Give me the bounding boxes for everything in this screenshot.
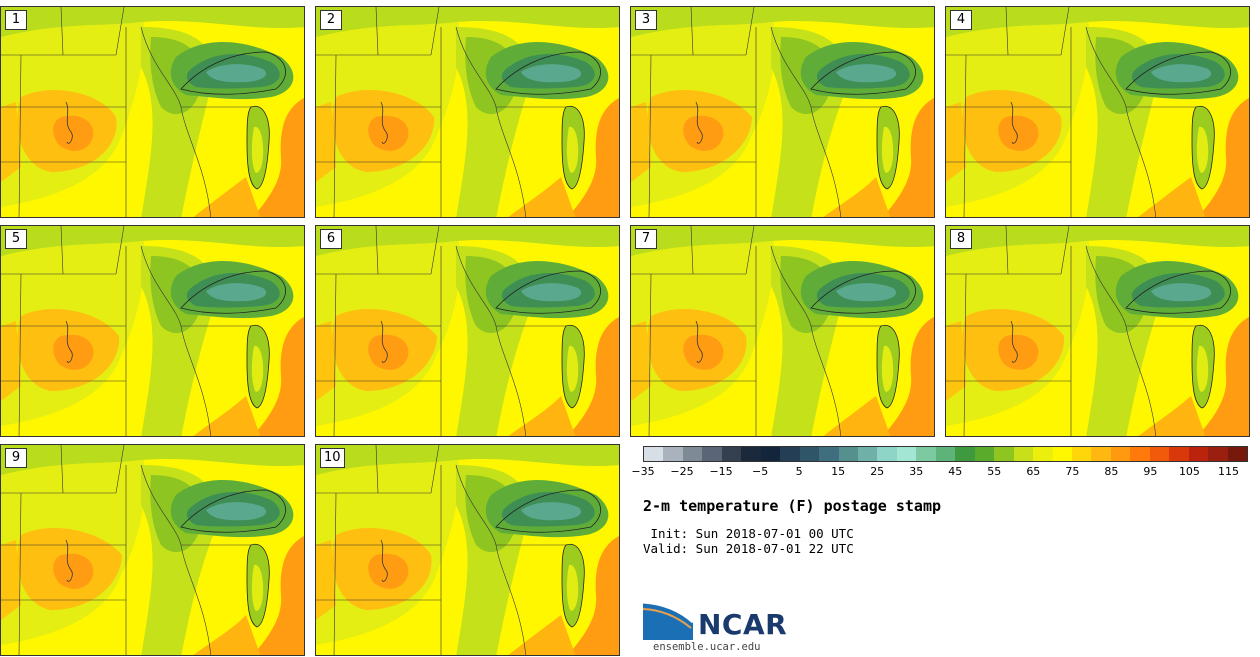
- colorbar-tick-label: −5: [751, 465, 769, 478]
- colorbar-swatch: [896, 447, 917, 461]
- temperature-map: [316, 7, 619, 217]
- ncar-logo: NCAR ensemble.ucar.edu: [643, 600, 793, 653]
- colorbar-swatch: [1130, 447, 1150, 461]
- member-number: 5: [5, 229, 27, 249]
- colorbar-tick-label: 115: [1217, 465, 1239, 478]
- colorbar-tick-label: 75: [1065, 465, 1080, 478]
- temperature-map: [631, 7, 934, 217]
- colorbar-tick-label: 45: [948, 465, 963, 478]
- colorbar-swatch: [1091, 447, 1111, 461]
- colorbar-tick-label: 65: [1026, 465, 1041, 478]
- stamp-panel-1: 1: [0, 6, 305, 218]
- init-time: Init: Sun 2018-07-01 00 UTC: [643, 526, 854, 541]
- stamp-panel-5: 5: [0, 225, 305, 437]
- colorbar-swatch: [1071, 447, 1092, 461]
- stamp-panel-7: 7: [630, 225, 935, 437]
- logo-name: NCAR: [698, 608, 788, 641]
- temperature-map: [1, 226, 304, 436]
- colorbar-swatch: [819, 447, 839, 461]
- valid-time: Valid: Sun 2018-07-01 22 UTC: [643, 541, 854, 556]
- stamp-panel-8: 8: [945, 225, 1250, 437]
- temperature-map: [1, 445, 304, 655]
- temperature-map: [316, 445, 619, 655]
- member-number: 4: [950, 10, 972, 30]
- stamp-panel-10: 10: [315, 444, 620, 656]
- time-info: Init: Sun 2018-07-01 00 UTC Valid: Sun 2…: [643, 526, 854, 556]
- member-number: 3: [635, 10, 657, 30]
- temperature-map: [316, 226, 619, 436]
- colorbar-swatch: [1188, 447, 1209, 461]
- colorbar-tick-label: 105: [1178, 465, 1200, 478]
- colorbar-swatch: [1052, 447, 1072, 461]
- colorbar-tick-label: 55: [987, 465, 1002, 478]
- colorbar-tick-label: 85: [1104, 465, 1119, 478]
- temperature-map: [1, 7, 304, 217]
- stamp-panel-2: 2: [315, 6, 620, 218]
- colorbar-swatch: [780, 447, 800, 461]
- colorbar-swatch: [799, 447, 820, 461]
- colorbar-swatch: [857, 447, 878, 461]
- colorbar-swatch: [721, 447, 742, 461]
- colorbar-swatch: [916, 447, 936, 461]
- member-number: 10: [320, 448, 345, 468]
- stamp-panel-9: 9: [0, 444, 305, 656]
- colorbar-swatch: [741, 447, 761, 461]
- colorbar-swatch: [877, 447, 897, 461]
- colorbar-tick-label: 15: [831, 465, 846, 478]
- member-number: 2: [320, 10, 342, 30]
- colorbar-swatch: [760, 447, 781, 461]
- colorbar-swatch: [1227, 447, 1248, 461]
- colorbar: −35 −25 −15 −5 5 15 25 35 45 55 65 75 85 95 105 115: [631, 446, 1248, 478]
- colorbar-swatch: [1149, 447, 1170, 461]
- colorbar-swatch: [1033, 447, 1053, 461]
- member-number: 9: [5, 448, 27, 468]
- colorbar-tick-label: 5: [795, 465, 803, 478]
- ncar-swoosh-icon: [643, 600, 695, 640]
- colorbar-tick-label: 35: [909, 465, 924, 478]
- temperature-map: [946, 7, 1249, 217]
- colorbar-swatch: [682, 447, 703, 461]
- colorbar-swatch: [1169, 447, 1189, 461]
- colorbar-swatch: [994, 447, 1014, 461]
- member-number: 7: [635, 229, 657, 249]
- colorbar-swatch: [1013, 447, 1034, 461]
- colorbar-swatch: [935, 447, 956, 461]
- colorbar-swatch: [1208, 447, 1228, 461]
- member-number: 1: [5, 10, 27, 30]
- colorbar-tick-label: 95: [1143, 465, 1158, 478]
- member-number: 6: [320, 229, 342, 249]
- colorbar-tick-label: −35: [631, 465, 655, 478]
- colorbar-swatch: [644, 447, 664, 461]
- temperature-map: [946, 226, 1249, 436]
- member-number: 8: [950, 229, 972, 249]
- colorbar-swatch: [838, 447, 858, 461]
- colorbar-swatches: [643, 446, 1248, 462]
- temperature-map: [631, 226, 934, 436]
- plot-title: 2-m temperature (F) postage stamp: [643, 497, 942, 515]
- colorbar-swatch: [1110, 447, 1131, 461]
- stamp-panel-4: 4: [945, 6, 1250, 218]
- logo-url: ensemble.ucar.edu: [653, 641, 761, 653]
- colorbar-tick-labels: −35 −25 −15 −5 5 15 25 35 45 55 65 75 85 95 105 115: [631, 462, 1248, 478]
- colorbar-swatch: [663, 447, 683, 461]
- colorbar-swatch: [955, 447, 975, 461]
- stamp-panel-3: 3: [630, 6, 935, 218]
- colorbar-swatch: [702, 447, 722, 461]
- colorbar-swatch: [974, 447, 995, 461]
- stamp-panel-6: 6: [315, 225, 620, 437]
- colorbar-tick-label: −25: [670, 465, 694, 478]
- colorbar-tick-label: −15: [709, 465, 733, 478]
- colorbar-tick-label: 25: [870, 465, 885, 478]
